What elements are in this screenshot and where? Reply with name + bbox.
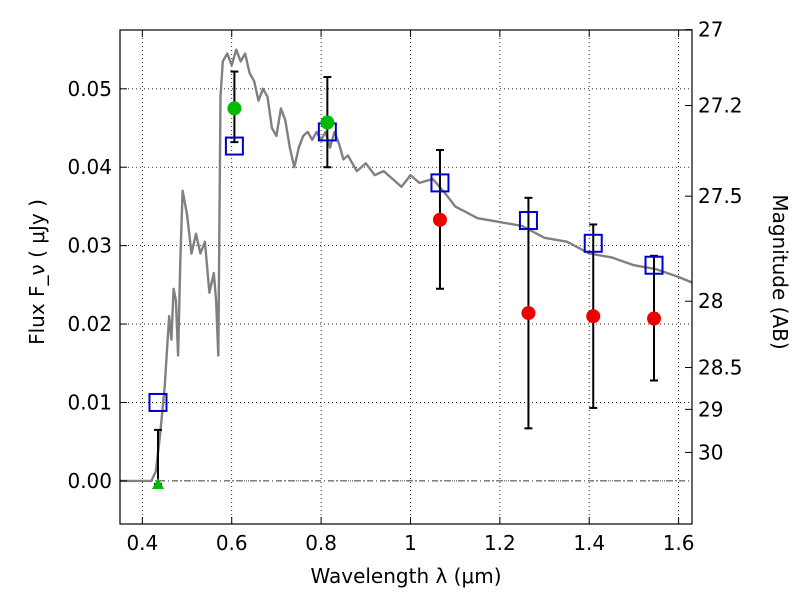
data-point	[586, 309, 601, 324]
x-tick-label: 1.4	[573, 531, 605, 555]
mag-tick-label: 28	[698, 289, 723, 313]
x-tick-label: 0.4	[126, 531, 158, 555]
model-flux-square	[644, 255, 664, 275]
x-tick-label: 1.6	[663, 531, 695, 555]
right-axis-label: Magnitude (AB)	[768, 194, 792, 349]
model-flux-square	[148, 392, 168, 412]
y-tick-label: 0.05	[67, 77, 112, 101]
mag-tick-label: 30	[698, 440, 723, 464]
mag-tick-label: 27	[698, 18, 723, 42]
mag-tick-label: 27.5	[698, 184, 743, 208]
y-tick-label: 0.03	[67, 234, 112, 258]
mag-tick-label: 27.2	[698, 94, 743, 118]
mag-tick-label: 29	[698, 397, 723, 421]
x-tick-label: 0.6	[216, 531, 248, 555]
grid-lines	[120, 30, 692, 524]
data-point	[432, 212, 447, 227]
y-axis-ticks: 0.00 0.01 0.02 0.03 0.04 0.05	[67, 77, 127, 493]
upper-limit-marker	[151, 478, 164, 490]
right-axis-ticks: 27 27.2 27.5 28 28.5 29 30	[685, 18, 743, 464]
model-flux-square	[583, 233, 603, 253]
model-sed-line	[120, 48, 693, 483]
x-axis-label: Wavelength λ (μm)	[310, 564, 501, 588]
model-flux-square	[518, 211, 538, 231]
model-flux-square	[224, 136, 244, 156]
mag-tick-label: 28.5	[698, 356, 743, 380]
y-tick-label: 0.01	[67, 390, 112, 414]
y-axis-label: Flux F_ν ( μJy )	[25, 199, 49, 345]
data-point	[647, 311, 662, 326]
plot-area	[120, 48, 693, 490]
x-tick-label: 1.2	[484, 531, 516, 555]
model-flux-square	[430, 173, 450, 193]
y-tick-label: 0.04	[67, 155, 112, 179]
y-tick-label: 0.00	[67, 469, 112, 493]
x-axis-ticks: 0.4 0.6 0.8 1 1.2 1.4 1.6	[126, 30, 695, 555]
data-point	[320, 115, 335, 130]
y-tick-label: 0.02	[67, 312, 112, 336]
x-tick-label: 1	[404, 531, 417, 555]
data-point	[227, 101, 242, 116]
x-tick-label: 0.8	[305, 531, 337, 555]
data-point	[521, 306, 536, 321]
axes-frame	[119, 29, 693, 525]
